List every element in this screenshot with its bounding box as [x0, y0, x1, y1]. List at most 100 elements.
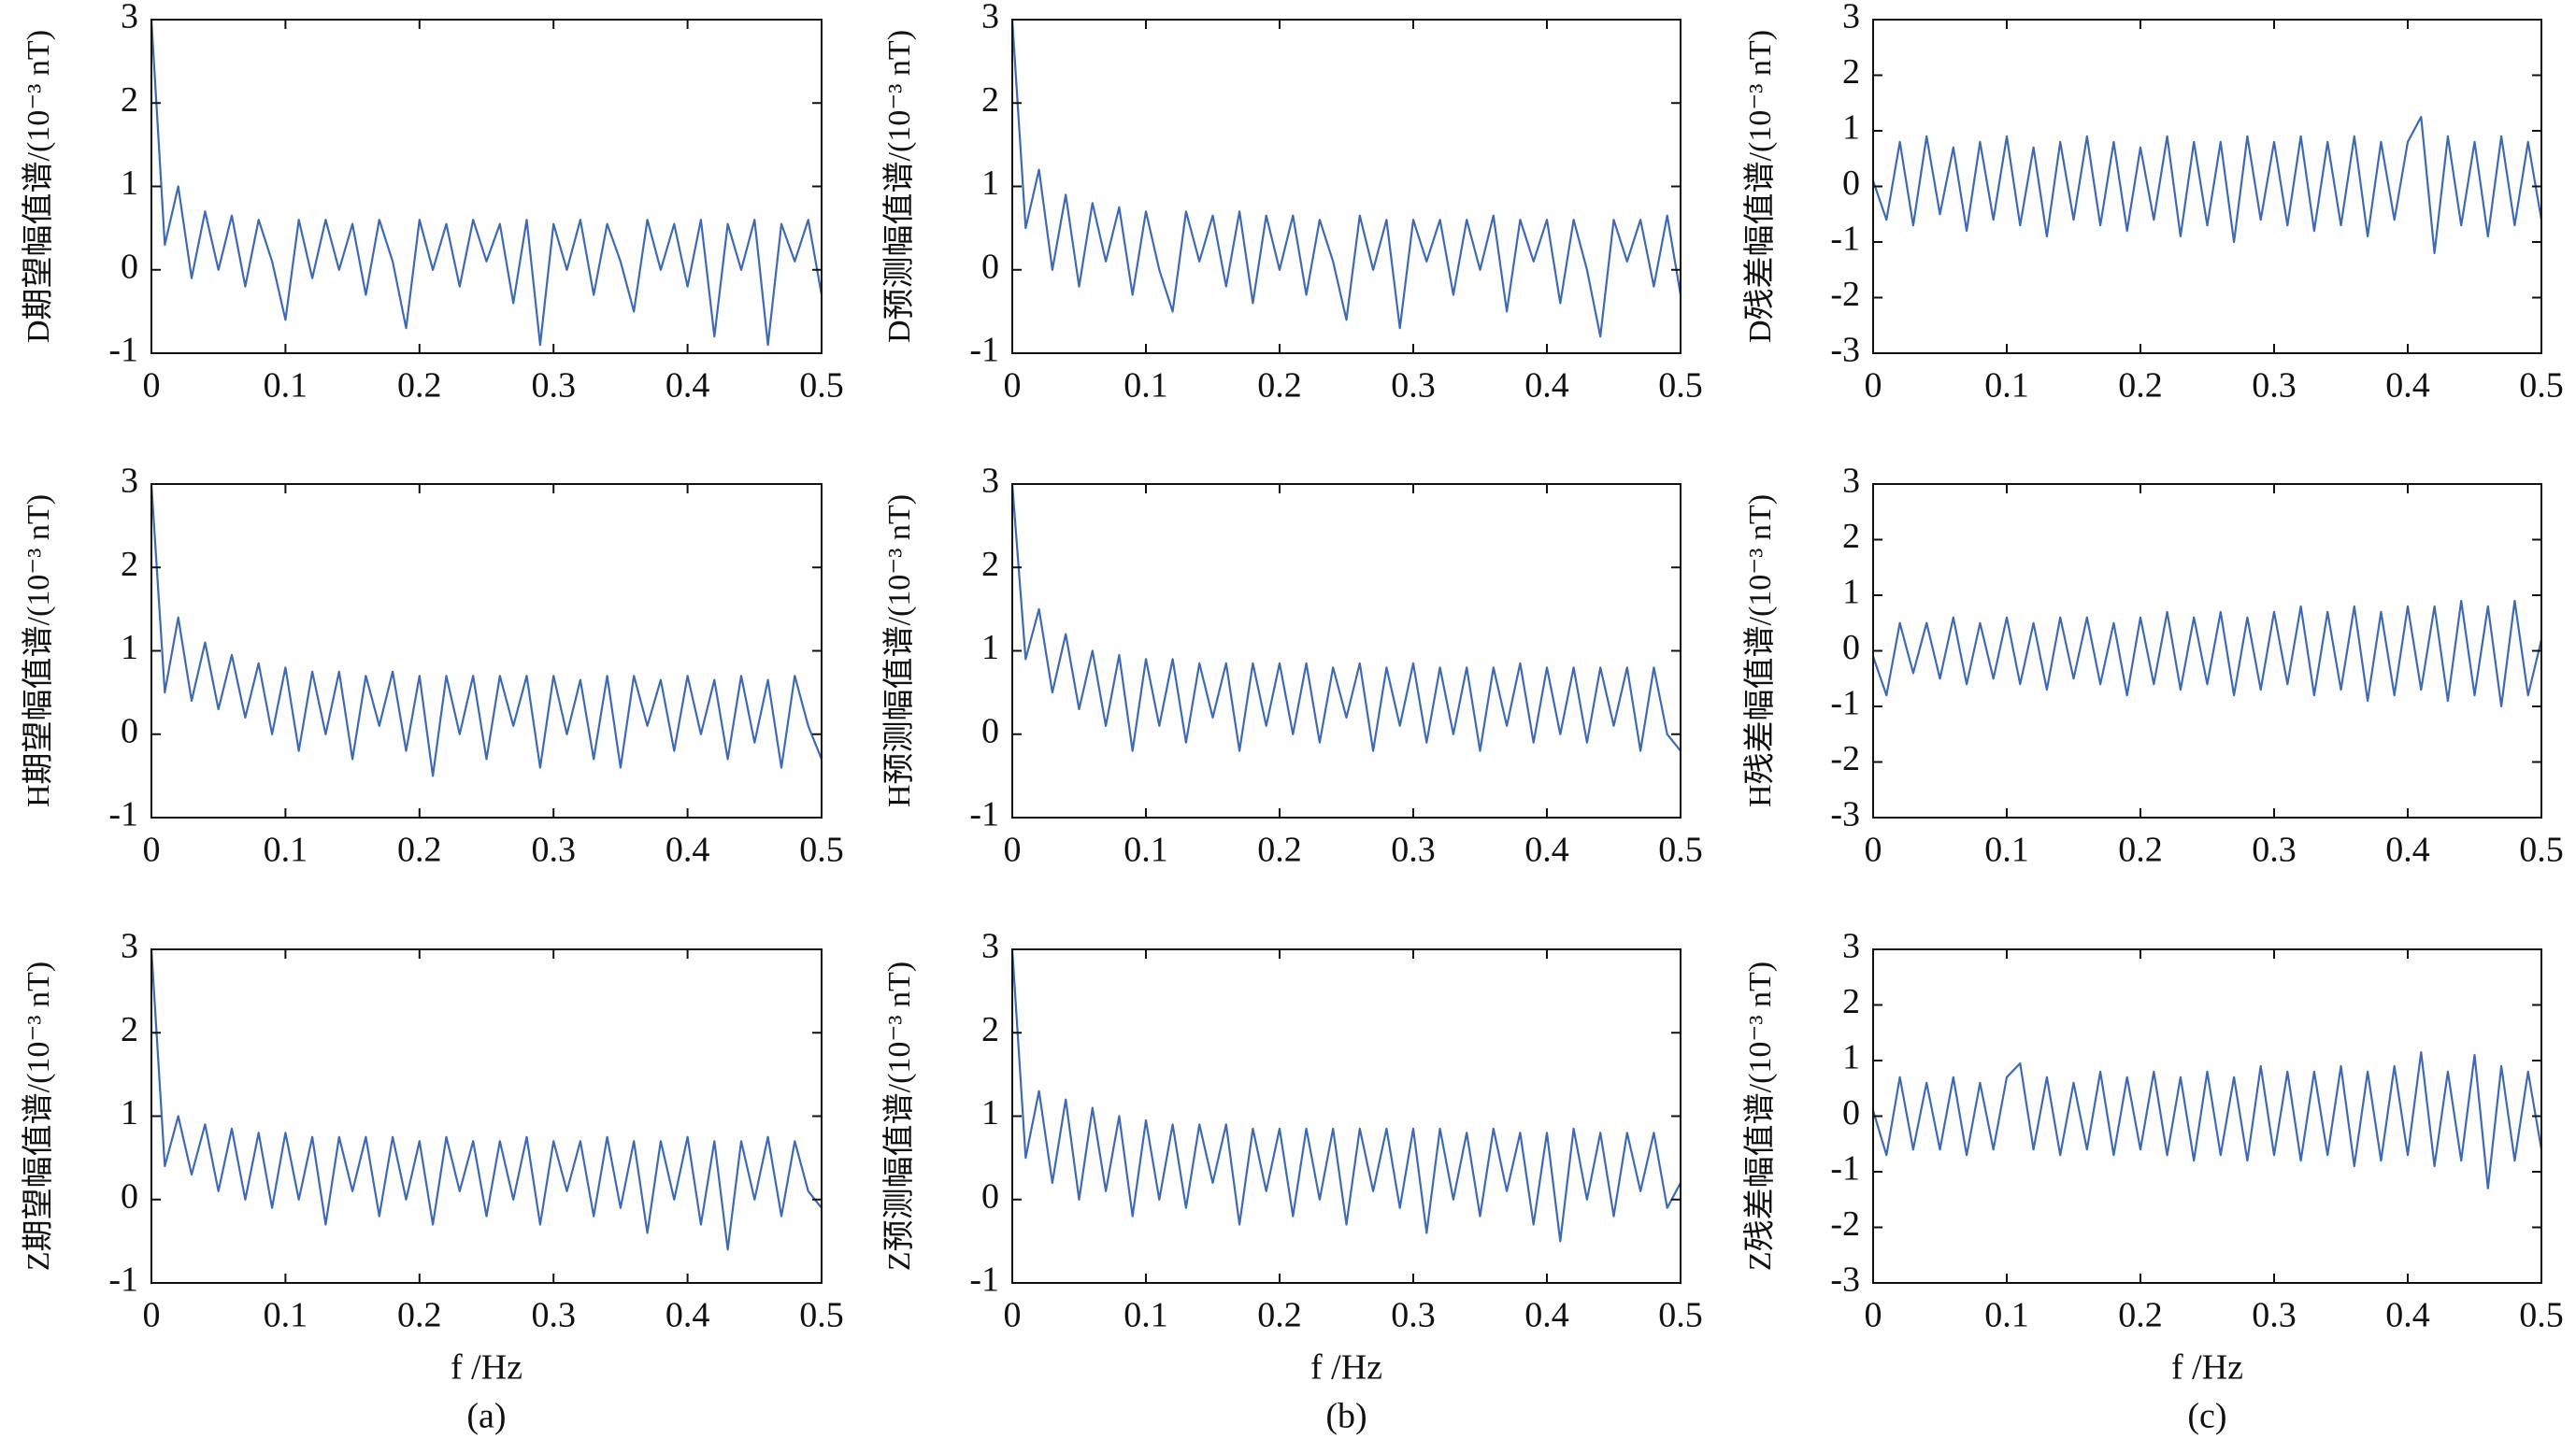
- x-tick-label: 0.4: [1524, 1296, 1569, 1335]
- x-tick-label: 0.4: [2385, 366, 2430, 406]
- y-axis-label: H预测幅值谱/(10⁻³ nT): [881, 494, 917, 807]
- y-tick-label: 1: [981, 164, 999, 203]
- y-tick-label: -3: [1830, 331, 1860, 370]
- plot-frame: [1011, 948, 1682, 1284]
- y-tick-label: 2: [1842, 517, 1860, 556]
- subplot: 0 0.1 0.2 0.3 0.4 0.5 -3 -2 -1 0 1 2 3 Z残差幅值谱/(10⁻³ n…: [1742, 927, 2564, 1436]
- y-tick-label: -2: [1830, 275, 1860, 314]
- x-tick-label: 0.1: [1123, 1296, 1168, 1335]
- y-tick-label: -1: [108, 1261, 138, 1300]
- y-tick-label: 3: [121, 462, 138, 501]
- y-tick-label: 1: [1842, 1038, 1860, 1077]
- data-line: [151, 949, 822, 1251]
- x-tick-label: 0.2: [1257, 1296, 1302, 1335]
- panel-caption: (b): [1325, 1397, 1367, 1436]
- y-tick-label: 0: [981, 711, 999, 750]
- x-axis-label: f /Hz: [1310, 1348, 1382, 1388]
- x-tick-label: 0.2: [2118, 1296, 2163, 1335]
- x-tick-label: 0.1: [264, 831, 308, 870]
- x-tick-label: 0.5: [2519, 1296, 2564, 1335]
- x-tick-label: 0.2: [397, 1296, 442, 1335]
- subplot: 0 0.1 0.2 0.3 0.4 0.5 -3 -2 -1 0 1 2 3 H残差幅值谱/(10⁻³ n…: [1742, 462, 2564, 870]
- y-tick-label: -1: [1830, 1149, 1860, 1189]
- x-tick-label: 0.4: [2385, 831, 2430, 870]
- plot-frame: [1011, 483, 1682, 819]
- x-tick-label: 0.2: [397, 831, 442, 870]
- y-tick-label: 3: [981, 462, 999, 501]
- x-tick-label: 0.5: [1658, 366, 1703, 406]
- y-tick-label: -1: [1830, 684, 1860, 723]
- x-tick-label: 0.5: [2519, 831, 2564, 870]
- y-tick-label: -3: [1830, 795, 1860, 834]
- y-tick-label: 0: [1842, 628, 1860, 667]
- x-tick-label: 0.3: [2252, 366, 2297, 406]
- y-tick-label: 2: [121, 80, 138, 120]
- x-tick-label: 0.2: [1257, 831, 1302, 870]
- x-tick-label: 0.3: [2252, 1296, 2297, 1335]
- y-tick-label: 3: [1842, 462, 1860, 501]
- x-tick-label: 0: [1004, 366, 1022, 406]
- y-axis-label: H期望幅值谱/(10⁻³ nT): [21, 494, 56, 807]
- x-tick-label: 0.3: [531, 1296, 576, 1335]
- x-tick-label: 0: [1865, 831, 1882, 870]
- y-tick-label: 2: [1842, 52, 1860, 92]
- y-tick-label: 2: [981, 1010, 999, 1049]
- x-tick-label: 0.1: [264, 1296, 308, 1335]
- x-tick-label: 0.1: [1984, 366, 2029, 406]
- data-line: [1873, 1051, 2541, 1189]
- x-tick-label: 0.3: [531, 831, 576, 870]
- y-tick-label: 1: [121, 1093, 138, 1132]
- x-tick-label: 0: [1865, 366, 1882, 406]
- x-tick-label: 0.5: [2519, 366, 2564, 406]
- x-tick-label: 0.2: [2118, 366, 2163, 406]
- y-tick-label: 2: [121, 545, 138, 584]
- y-tick-label: 2: [981, 80, 999, 120]
- plot-frame: [150, 483, 823, 819]
- x-tick-label: 0: [143, 831, 161, 870]
- y-tick-label: 3: [981, 0, 999, 36]
- y-tick-label: 3: [121, 0, 138, 36]
- x-tick-label: 0.4: [665, 831, 710, 870]
- y-tick-label: 0: [121, 247, 138, 286]
- x-tick-label: 0.5: [1658, 831, 1703, 870]
- data-line: [151, 484, 822, 777]
- y-axis-label: D残差幅值谱/(10⁻³ nT): [1742, 30, 1778, 343]
- y-tick-label: 2: [1842, 982, 1860, 1021]
- x-tick-label: 0.1: [1984, 831, 2029, 870]
- data-line: [1012, 949, 1681, 1243]
- y-tick-label: 3: [1842, 927, 1860, 966]
- plot-frame: [150, 19, 823, 354]
- x-tick-label: 0.2: [1257, 366, 1302, 406]
- y-tick-label: 1: [981, 628, 999, 667]
- x-tick-label: 0.5: [799, 831, 844, 870]
- y-tick-label: -2: [1830, 1204, 1860, 1244]
- y-tick-label: 0: [981, 247, 999, 286]
- y-axis-label: H残差幅值谱/(10⁻³ nT): [1742, 494, 1778, 807]
- x-tick-label: 0: [1865, 1296, 1882, 1335]
- panel-caption: (c): [2187, 1397, 2226, 1436]
- y-axis-label: D预测幅值谱/(10⁻³ nT): [881, 30, 917, 343]
- x-tick-label: 0: [1004, 1296, 1022, 1335]
- y-tick-label: 1: [1842, 573, 1860, 612]
- y-tick-label: -1: [969, 1261, 999, 1300]
- x-tick-label: 0.1: [1984, 1296, 2029, 1335]
- x-axis-label: f /Hz: [451, 1348, 522, 1388]
- plot-frame: [1011, 19, 1682, 354]
- y-tick-label: -1: [1830, 220, 1860, 259]
- y-tick-label: 1: [121, 164, 138, 203]
- x-tick-label: 0.4: [1524, 831, 1569, 870]
- x-tick-label: 0.3: [1391, 1296, 1436, 1335]
- x-axis-label: f /Hz: [2171, 1348, 2243, 1388]
- x-tick-label: 0.2: [397, 366, 442, 406]
- x-tick-label: 0.2: [2118, 831, 2163, 870]
- y-tick-label: -1: [108, 795, 138, 834]
- subplot: 0 0.1 0.2 0.3 0.4 0.5 -3 -2 -1 0 1 2 3 D残差幅值谱/(10⁻³ n…: [1742, 0, 2564, 406]
- x-tick-label: 0: [1004, 831, 1022, 870]
- x-tick-label: 0.3: [1391, 366, 1436, 406]
- y-tick-label: 0: [121, 1176, 138, 1216]
